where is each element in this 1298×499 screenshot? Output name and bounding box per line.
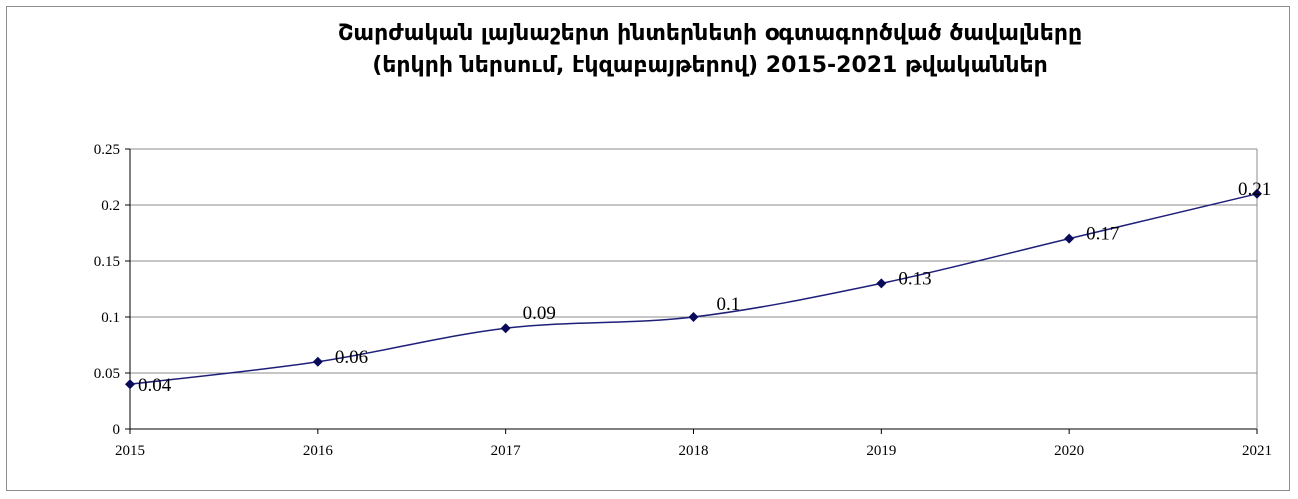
axes — [125, 148, 1258, 434]
chart-frame — [6, 6, 1290, 491]
data-point — [500, 323, 511, 334]
data-point — [125, 379, 135, 390]
x-tick-label: 2021 — [1242, 443, 1272, 459]
chart-title: Շարժական լայնաշերտ ինտերնետի օգտագործված… — [130, 18, 1290, 82]
data-point — [1252, 188, 1262, 199]
data-point — [688, 312, 699, 322]
y-tick-label: 0 — [113, 422, 121, 438]
data-point — [1064, 233, 1075, 244]
y-tick-label: 0.1 — [101, 310, 120, 326]
y-tick-label: 0.2 — [101, 198, 120, 214]
data-markers — [125, 188, 1262, 390]
data-label: 0.04 — [138, 375, 172, 396]
x-axis-tick-labels: 2015 2016 2017 2018 2019 2020 2021 — [115, 443, 1272, 459]
y-tick-label: 0.05 — [94, 366, 120, 382]
data-label: 0.13 — [898, 268, 931, 289]
data-label: 0.1 — [717, 294, 741, 315]
y-axis-tick-labels: 0 0.05 0.1 0.15 0.2 0.25 — [94, 142, 120, 438]
data-label: 0.17 — [1086, 224, 1119, 245]
series-line — [129, 193, 1258, 385]
x-tick-label: 2020 — [1054, 443, 1084, 459]
chart-title-line-2: (երկրի ներսում, էկզաբայթերով) 2015-2021 … — [372, 53, 1048, 78]
x-tick-label: 2016 — [303, 443, 334, 459]
x-tick-label: 2018 — [679, 443, 709, 459]
data-point — [876, 278, 887, 289]
data-label: 0.21 — [1238, 179, 1271, 200]
y-tick-label: 0.25 — [94, 142, 120, 158]
y-tick-label: 0.15 — [94, 254, 120, 270]
data-label: 0.06 — [335, 347, 368, 368]
data-labels: 0.04 0.06 0.09 0.1 0.13 0.17 0.21 — [138, 179, 1271, 396]
gridlines — [130, 148, 1257, 374]
data-point — [312, 356, 323, 367]
x-tick-label: 2019 — [866, 443, 896, 459]
x-tick-label: 2015 — [115, 443, 145, 459]
chart-title-line-1: Շարժական լայնաշերտ ինտերնետի օգտագործված… — [337, 21, 1083, 46]
x-tick-label: 2017 — [491, 443, 522, 459]
data-label: 0.09 — [523, 303, 556, 324]
